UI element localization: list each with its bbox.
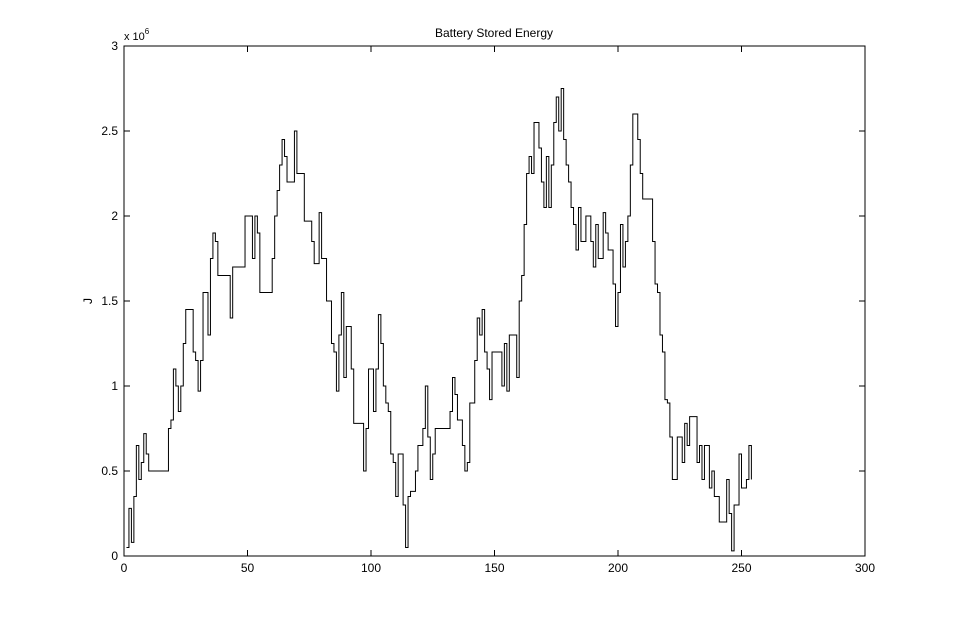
- x-tick-label: 250: [731, 561, 751, 575]
- axis-tick-labels: 0 50 100 150 200 250 300 0 0.5 1 1.5 2 2.5 3: [101, 39, 875, 575]
- x-tick-label: 300: [855, 561, 875, 575]
- y-tick-label: 3: [111, 39, 118, 53]
- y-tick-label: 2.5: [101, 124, 118, 138]
- series-line: [126, 88, 752, 552]
- y-multiplier: x 106: [124, 27, 150, 43]
- plot-area: [123, 45, 866, 557]
- x-tick-label: 150: [484, 561, 504, 575]
- x-tick-label: 0: [121, 561, 128, 575]
- axis-ticks: [123, 45, 866, 557]
- y-tick-label: 2: [111, 209, 118, 223]
- y-tick-label: 1: [111, 379, 118, 393]
- x-tick-label: 200: [608, 561, 628, 575]
- y-multiplier-base: x 10: [124, 31, 145, 43]
- y-tick-label: 0.5: [101, 464, 118, 478]
- chart-title: Battery Stored Energy: [435, 26, 553, 40]
- y-tick-label: 1.5: [101, 294, 118, 308]
- y-axis-label: J: [81, 298, 95, 304]
- x-tick-label: 50: [241, 561, 255, 575]
- y-multiplier-exp: 6: [145, 27, 150, 36]
- x-tick-label: 100: [361, 561, 381, 575]
- y-tick-label: 0: [111, 549, 118, 563]
